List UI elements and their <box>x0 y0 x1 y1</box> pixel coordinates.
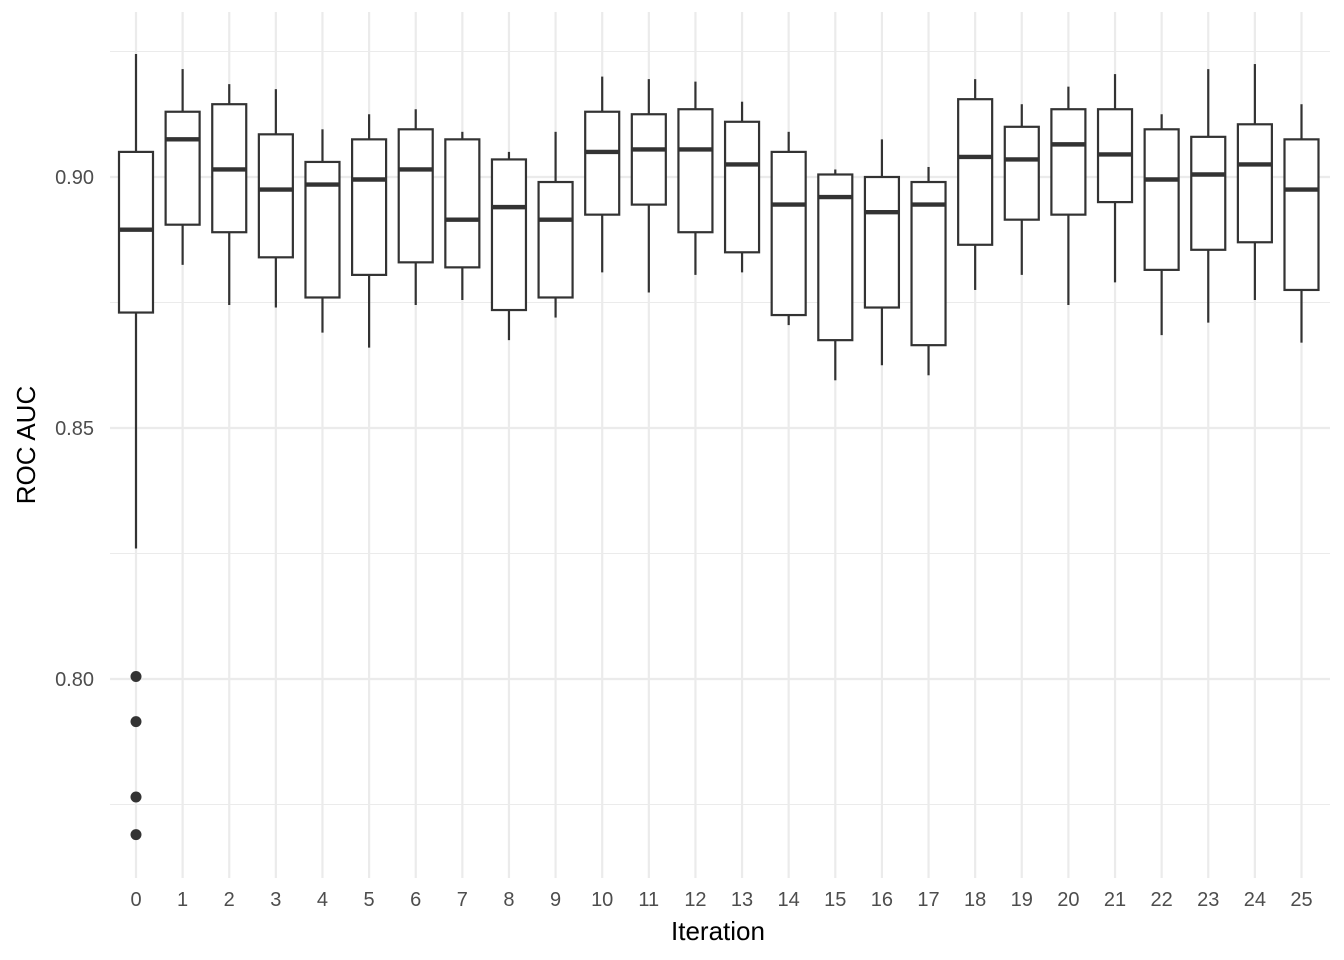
box-iteration-17 <box>910 166 947 376</box>
box-iteration-22 <box>1143 114 1180 336</box>
box-iteration-8 <box>490 151 528 341</box>
box-iteration-18 <box>957 79 994 290</box>
box-iteration-25 <box>1283 104 1320 343</box>
box-iteration-5 <box>351 114 388 348</box>
iqr-box <box>1050 108 1087 216</box>
iqr-box <box>863 175 901 309</box>
box-iteration-20 <box>1050 86 1087 306</box>
x-tick-label: 2 <box>224 889 235 911</box>
box-iteration-7 <box>444 131 481 300</box>
box-iteration-15 <box>817 169 854 381</box>
iqr-box <box>164 110 201 226</box>
x-tick-label: 6 <box>410 889 421 911</box>
iqr-box <box>351 138 388 276</box>
box-iteration-3 <box>257 89 294 308</box>
outlier-point <box>130 791 142 803</box>
iqr-box <box>957 98 994 246</box>
x-tick-label: 3 <box>270 889 281 911</box>
y-tick-label: 0.80 <box>55 669 94 691</box>
outlier-point <box>130 829 142 841</box>
iqr-box <box>817 173 854 342</box>
box-iteration-21 <box>1096 74 1134 283</box>
y-tick-label: 0.85 <box>55 418 94 440</box>
x-tick-label: 12 <box>684 889 706 911</box>
box-iteration-16 <box>863 139 901 366</box>
x-tick-label: 11 <box>638 889 659 911</box>
iqr-box <box>1003 125 1040 221</box>
y-axis-title: ROC AUC <box>11 386 41 504</box>
minor-gridlines <box>110 50 1330 806</box>
iqr-box <box>584 110 621 216</box>
x-tick-label: 5 <box>364 889 375 911</box>
iqr-box <box>770 150 807 317</box>
box-iteration-14 <box>770 131 807 326</box>
x-tick-label: 9 <box>550 889 561 911</box>
iqr-box <box>910 180 947 347</box>
iqr-box <box>723 120 761 254</box>
x-tick-label: 10 <box>591 889 613 911</box>
box-iteration-19 <box>1003 104 1040 275</box>
x-tick-label: 4 <box>317 889 328 911</box>
x-tick-label: 8 <box>503 889 514 911</box>
box-iteration-4 <box>304 129 341 333</box>
outlier-point <box>130 716 142 728</box>
x-tick-label: 22 <box>1151 889 1173 911</box>
box-iteration-9 <box>537 131 574 318</box>
box-iteration-24 <box>1236 64 1273 300</box>
x-axis-ticks: 0 1 2 3 4 5 6 7 8 9 10 11 12 13 14 15 16 17 18 19 20 21 22 23 24… <box>130 889 1312 911</box>
iqr-box <box>490 158 528 312</box>
box-iteration-12 <box>677 81 714 275</box>
box-iteration-0 <box>117 54 155 841</box>
x-tick-label: 17 <box>917 889 939 911</box>
x-tick-label: 13 <box>731 889 753 911</box>
x-tick-label: 21 <box>1104 889 1126 911</box>
iqr-box <box>117 150 155 314</box>
y-axis-ticks: 0.80 0.85 0.90 <box>55 167 94 691</box>
iqr-box <box>1236 123 1273 244</box>
iqr-box <box>304 160 341 299</box>
iqr-box <box>444 138 481 269</box>
x-tick-label: 14 <box>778 889 800 911</box>
x-tick-label: 15 <box>824 889 846 911</box>
x-axis-title: Iteration <box>671 916 765 946</box>
x-tick-label: 25 <box>1290 889 1312 911</box>
x-tick-label: 20 <box>1057 889 1079 911</box>
x-tick-label: 23 <box>1197 889 1219 911</box>
boxplot-boxes <box>117 54 1320 841</box>
iqr-box <box>1190 135 1227 251</box>
iqr-box <box>630 113 667 206</box>
iqr-box <box>257 133 294 259</box>
iqr-box <box>677 108 714 234</box>
iqr-box <box>1143 128 1180 271</box>
x-tick-label: 1 <box>177 889 188 911</box>
iqr-box <box>537 180 574 299</box>
x-tick-label: 16 <box>871 889 893 911</box>
iqr-box <box>397 128 434 264</box>
x-tick-label: 19 <box>1011 889 1033 911</box>
box-iteration-10 <box>584 76 621 273</box>
box-iteration-11 <box>630 79 667 293</box>
box-iteration-1 <box>164 69 201 265</box>
x-tick-label: 7 <box>457 889 468 911</box>
y-tick-label: 0.90 <box>55 167 94 189</box>
x-tick-label: 18 <box>964 889 986 911</box>
x-tick-label: 24 <box>1244 889 1266 911</box>
box-iteration-2 <box>211 84 248 306</box>
iqr-box <box>1283 138 1320 292</box>
box-iteration-6 <box>397 109 434 306</box>
x-tick-label: 0 <box>130 889 141 911</box>
outlier-point <box>130 670 142 682</box>
box-iteration-23 <box>1190 69 1227 323</box>
box-iteration-13 <box>723 101 761 273</box>
